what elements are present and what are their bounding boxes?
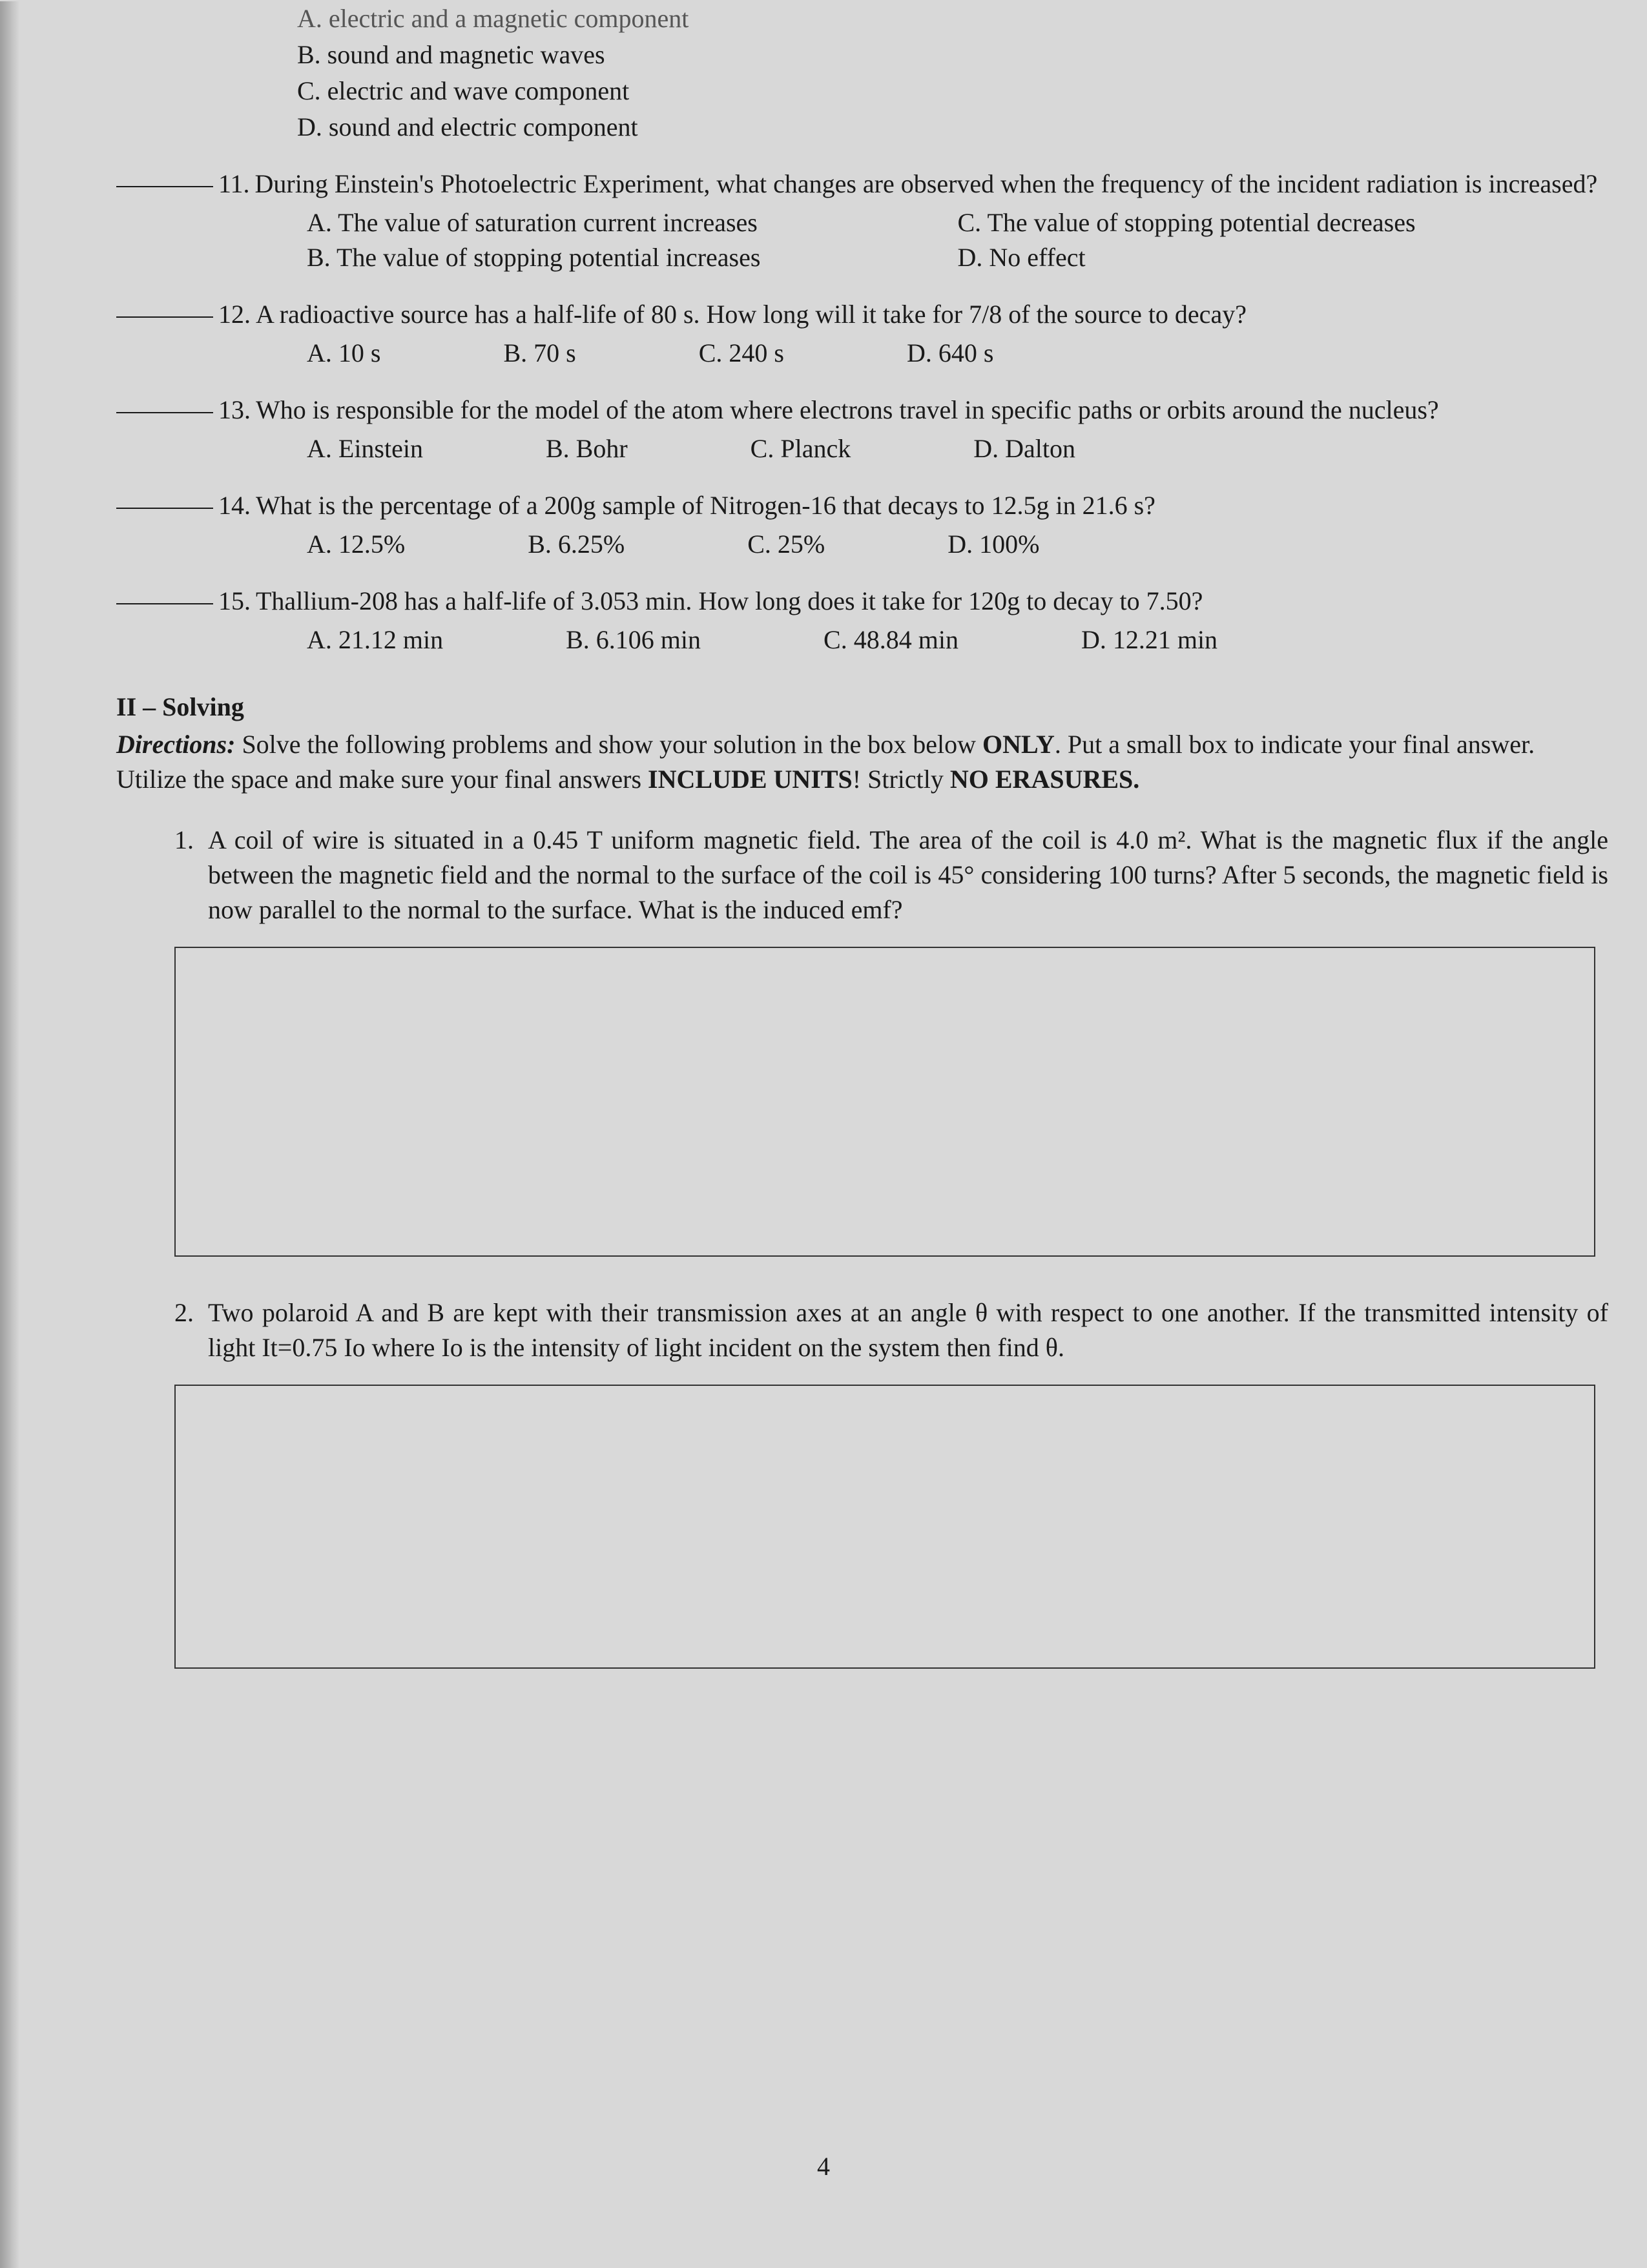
solve-number: 2. — [174, 1295, 194, 1365]
options-col-right: C. The value of stopping potential decre… — [958, 205, 1609, 275]
q13-options: A. Einstein B. Bohr C. Planck D. Dalton — [307, 431, 1608, 466]
option-a: A. electric and a magnetic component — [297, 1, 1608, 36]
option-b: B. sound and magnetic waves — [297, 37, 1608, 72]
q12-options: A. 10 s B. 70 s C. 240 s D. 640 s — [307, 336, 1608, 371]
answer-blank[interactable] — [116, 584, 213, 604]
option-a: A. 12.5% — [307, 527, 405, 562]
answer-blank[interactable] — [116, 167, 213, 187]
option-d: D. 12.21 min — [1081, 623, 1217, 657]
q11-options: A. The value of saturation current incre… — [307, 205, 1608, 275]
answer-box-1[interactable] — [174, 947, 1595, 1257]
option-d: D. sound and electric component — [297, 110, 1608, 145]
question-15: 15. Thallium-208 has a half-life of 3.05… — [116, 584, 1608, 619]
solving-question-2: 2. Two polaroid A and B are kept with th… — [174, 1295, 1608, 1365]
option-b: B. Bohr — [546, 431, 628, 466]
option-a: A. The value of saturation current incre… — [307, 205, 958, 240]
q15-options: A. 21.12 min B. 6.106 min C. 48.84 min D… — [307, 623, 1608, 657]
page-number: 4 — [817, 2149, 830, 2184]
section-ii-directions: Directions: Solve the following problems… — [116, 727, 1608, 797]
answer-box-2[interactable] — [174, 1385, 1595, 1669]
question-text: During Einstein's Photoelectric Experime… — [255, 167, 1608, 201]
page-content: A. electric and a magnetic component B. … — [0, 1, 1647, 1669]
truncated-options: A. electric and a magnetic component B. … — [297, 1, 1608, 145]
directions-only: ONLY — [982, 730, 1055, 759]
option-b: B. 70 s — [503, 336, 575, 371]
solve-text: A coil of wire is situated in a 0.45 T u… — [208, 823, 1608, 927]
option-b: B. 6.25% — [528, 527, 625, 562]
option-c: C. 48.84 min — [824, 623, 958, 657]
solve-q2: 2. Two polaroid A and B are kept with th… — [174, 1295, 1608, 1365]
solve-text: Two polaroid A and B are kept with their… — [208, 1295, 1608, 1365]
option-d: D. 640 s — [907, 336, 993, 371]
directions-include-units: INCLUDE UNITS — [648, 765, 853, 794]
directions-no-erasures: NO ERASURES. — [950, 765, 1139, 794]
option-a: A. Einstein — [307, 431, 423, 466]
question-13: 13. Who is responsible for the model of … — [116, 393, 1608, 428]
option-c: C. Planck — [751, 431, 851, 466]
question-text: Thallium-208 has a half-life of 3.053 mi… — [256, 584, 1608, 619]
option-c: C. electric and wave component — [297, 74, 1608, 108]
option-c: C. 25% — [747, 527, 825, 562]
option-a: A. 10 s — [307, 336, 380, 371]
question-number: 12. — [218, 297, 251, 332]
answer-blank[interactable] — [116, 488, 213, 509]
option-c: C. The value of stopping potential decre… — [958, 205, 1609, 240]
question-text: A radioactive source has a half-life of … — [256, 297, 1608, 332]
option-d: D. No effect — [958, 240, 1609, 275]
answer-blank[interactable] — [116, 393, 213, 413]
question-number: 15. — [218, 584, 251, 619]
answer-blank[interactable] — [116, 297, 213, 318]
question-12: 12. A radioactive source has a half-life… — [116, 297, 1608, 332]
question-14: 14. What is the percentage of a 200g sam… — [116, 488, 1608, 523]
directions-text-3: ! Strictly — [853, 765, 950, 794]
directions-text-1: Solve the following problems and show yo… — [235, 730, 982, 759]
option-d: D. 100% — [948, 527, 1039, 562]
q14-options: A. 12.5% B. 6.25% C. 25% D. 100% — [307, 527, 1608, 562]
options-col-left: A. The value of saturation current incre… — [307, 205, 958, 275]
scan-edge-shadow — [0, 1, 19, 2268]
option-b: B. The value of stopping potential incre… — [307, 240, 958, 275]
section-ii-heading: II – Solving — [116, 690, 1608, 725]
question-number: 11. — [218, 167, 250, 201]
solving-question-1: 1. A coil of wire is situated in a 0.45 … — [174, 823, 1608, 927]
directions-lead: Directions: — [116, 730, 235, 759]
option-a: A. 21.12 min — [307, 623, 443, 657]
option-b: B. 6.106 min — [566, 623, 701, 657]
question-text: What is the percentage of a 200g sample … — [256, 488, 1608, 523]
question-number: 13. — [218, 393, 251, 428]
solve-number: 1. — [174, 823, 194, 927]
option-d: D. Dalton — [973, 431, 1075, 466]
question-11: 11. During Einstein's Photoelectric Expe… — [116, 167, 1608, 201]
solve-q1: 1. A coil of wire is situated in a 0.45 … — [174, 823, 1608, 927]
question-text: Who is responsible for the model of the … — [256, 393, 1608, 428]
option-c: C. 240 s — [699, 336, 784, 371]
question-number: 14. — [218, 488, 251, 523]
